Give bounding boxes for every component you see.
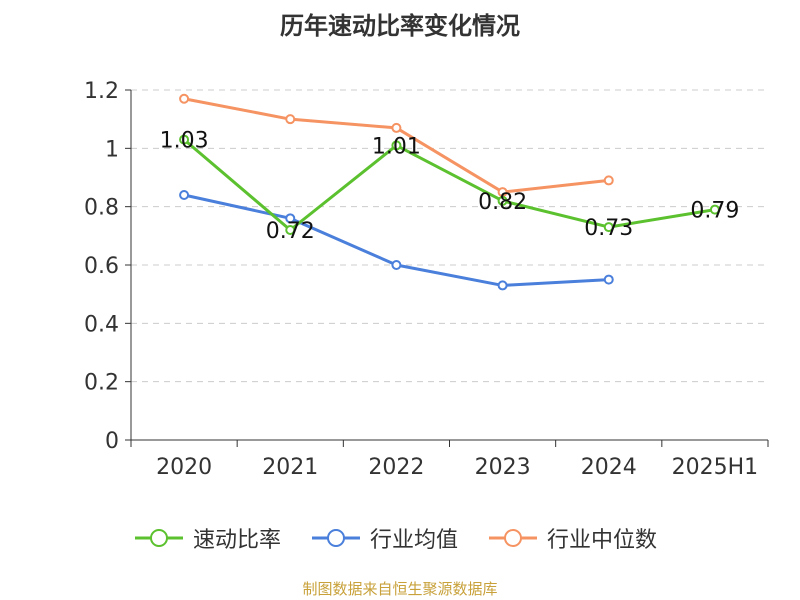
data-point [497,195,508,206]
y-tick-label: 1 [105,137,119,162]
data-labels: 1.03 0.72 1.01 0.82 0.73 0.79 [160,129,740,244]
data-label: 1.03 [160,129,209,154]
legend-label: 行业均值 [370,528,459,553]
y-tick-label: 0.6 [84,254,119,279]
legend-line-marker-icon [135,529,183,547]
x-tick-label: 2021 [262,455,318,480]
data-point [391,260,402,270]
grid-lines [131,89,768,383]
legend: 速动比率 行业均值 行业中位数 [0,520,800,556]
x-tick-label: 2024 [581,455,637,480]
y-tick-label: 0 [105,429,119,454]
data-point [179,134,190,145]
data-point [285,213,296,224]
data-label: 0.82 [478,190,527,215]
series-line [183,193,609,287]
legend-label: 速动比率 [193,528,282,553]
data-point [391,140,402,151]
data-label: 0.72 [266,219,315,244]
legend-label: 行业中位数 [547,528,658,553]
data-point [497,280,508,291]
data-point [603,274,614,285]
data-point [179,93,190,104]
y-tick-label: 1.2 [84,79,119,104]
data-point [285,225,296,235]
legend-item-quick-ratio[interactable]: 速动比率 [133,520,281,556]
data-label: 1.01 [372,134,421,159]
data-point [603,175,614,186]
data-point [709,204,720,215]
data-point [285,114,296,125]
chart-title: 历年速动比率变化情况 [280,12,520,40]
data-point [603,222,614,233]
source-note: 制图数据来自恒生聚源数据库 [302,580,498,598]
x-tick-label: 2023 [475,455,531,480]
x-tick-label: 2020 [156,455,212,480]
legend-line-marker-icon [312,529,360,547]
axes: 0 0.2 0.4 0.6 0.8 1 1.2 2020 2021 2022 2023 2024 202… [84,79,769,480]
data-point [179,190,190,200]
legend-item-industry-median[interactable]: 行业中位数 [487,520,657,556]
data-label: 0.73 [584,216,633,241]
y-tick-label: 0.8 [84,196,119,221]
y-tick-label: 0.2 [84,371,119,396]
x-tick-label: 2025H1 [672,455,759,480]
data-label: 0.79 [690,199,739,224]
legend-line-marker-icon [489,529,537,547]
y-tick-label: 0.4 [84,312,119,337]
series-lines [179,93,720,291]
data-point [391,122,402,133]
x-tick-label: 2022 [368,455,424,480]
legend-item-industry-mean[interactable]: 行业均值 [310,520,458,556]
series-line [183,138,716,232]
